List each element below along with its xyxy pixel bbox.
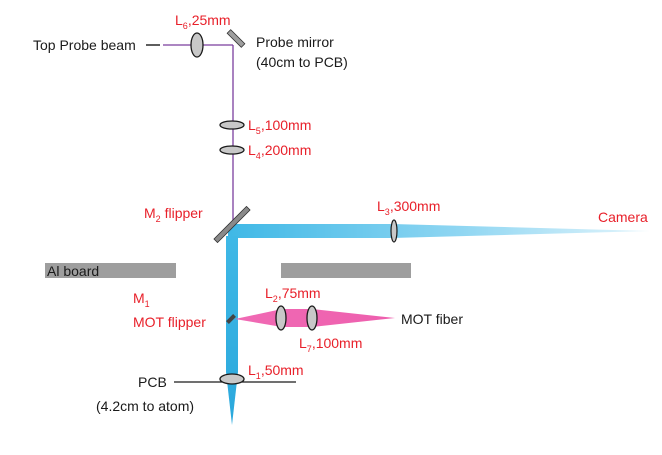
downward-beam [226,236,238,425]
lens-l7 [306,305,318,331]
lens-l2 [275,305,287,331]
al-board-label: Al board [47,263,99,279]
l6-label: L6,25mm [175,12,231,31]
lens-l5 [219,120,245,130]
l7-label: L7,100mm [299,335,362,354]
m2-flipper-label: M2 flipper [144,205,203,224]
probe-mirror-icon [226,29,246,48]
al-board-left [45,263,176,278]
camera-label: Camera [598,209,648,225]
m2-flipper-mirror-icon [213,205,251,244]
l1-label: L1,50mm [248,362,304,381]
probe-mirror-distance: (40cm to PCB) [256,54,348,70]
m1-mot-flipper-mirror-icon [226,314,236,324]
lens-l3 [390,219,398,243]
l5-label: L5,100mm [248,117,311,136]
al-board-right [281,263,411,278]
top-probe-beam-label: Top Probe beam [33,37,136,53]
camera-beam [228,224,650,238]
pcb-label: PCB [138,374,167,390]
lens-l6 [190,32,204,58]
mot-flipper-label: MOT flipper [133,314,206,330]
m1-label: M1 [133,290,150,309]
l2-label: L2,75mm [265,285,321,304]
lens-l4 [219,145,245,155]
probe-mirror-label: Probe mirror [256,34,334,50]
lens-l1 [219,373,245,385]
pcb-distance: (4.2cm to atom) [96,398,194,414]
l3-label: L3,300mm [377,198,440,217]
mot-fiber-label: MOT fiber [401,311,463,327]
l4-label: L4,200mm [248,142,311,161]
probe-beam [163,44,234,228]
